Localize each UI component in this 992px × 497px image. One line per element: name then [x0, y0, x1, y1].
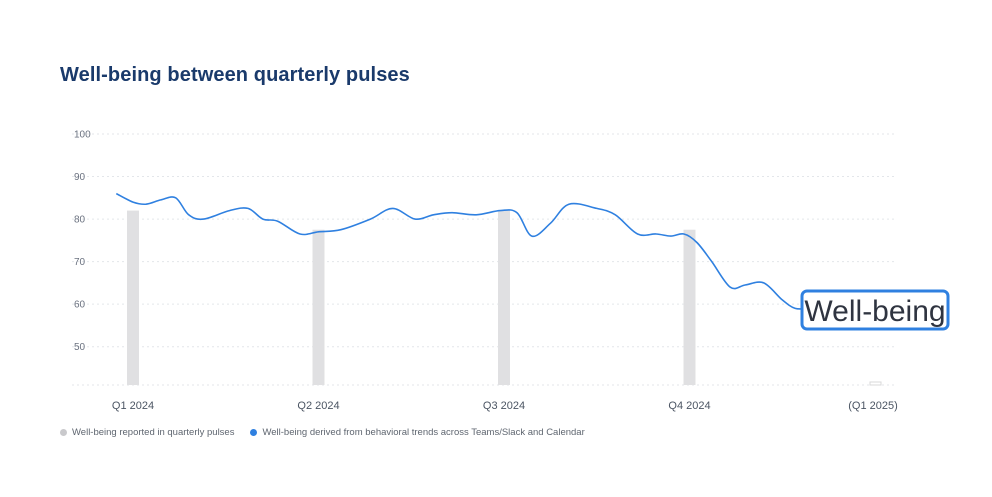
legend-item-trend: Well-being derived from behavioral trend…	[250, 427, 585, 438]
legend-item-pulse: Well-being reported in quarterly pulses	[60, 427, 234, 438]
pulse-legend-dot-icon	[60, 429, 67, 436]
y-tick-label: 90	[74, 172, 86, 183]
trend-legend-dot-icon	[250, 429, 258, 436]
pulse-bar-pending	[869, 381, 882, 386]
x-tick-label: Q1 2024	[112, 400, 154, 412]
x-tick-label: Q3 2024	[483, 400, 525, 412]
pulse-bar	[312, 229, 325, 385]
y-tick-label: 100	[74, 130, 91, 141]
legend: Well-being reported in quarterly pulses …	[60, 427, 601, 438]
y-tick-label: 60	[74, 300, 86, 311]
y-tick-label: 50	[74, 342, 86, 353]
x-axis-ticks: Q1 2024 Q2 2024 Q3 2024 Q4 2024 (Q1 2025)	[112, 400, 898, 412]
well-being-callout: Well-being	[800, 289, 950, 331]
callout-label: Well-being	[804, 295, 945, 328]
legend-label-pulse: Well-being reported in quarterly pulses	[72, 427, 235, 438]
pulse-bars	[127, 210, 882, 386]
x-tick-label: (Q1 2025)	[848, 400, 898, 412]
grid-lines	[72, 133, 895, 386]
chart-title: Well-being between quarterly pulses	[60, 64, 410, 86]
pulse-bar	[127, 210, 139, 385]
trend-line-group	[115, 192, 809, 310]
x-tick-label: Q2 2024	[297, 400, 339, 412]
y-tick-label: 80	[74, 215, 86, 226]
legend-label-trend: Well-being derived from behavioral trend…	[262, 427, 585, 438]
y-axis-ticks: 50 60 70 80 90 100	[74, 130, 91, 354]
y-tick-label: 70	[74, 257, 86, 268]
pulse-bar	[498, 210, 510, 385]
x-tick-label: Q4 2024	[668, 400, 710, 412]
pulse-bar	[683, 229, 696, 385]
callout-box	[800, 289, 950, 331]
trend-line	[115, 192, 809, 310]
